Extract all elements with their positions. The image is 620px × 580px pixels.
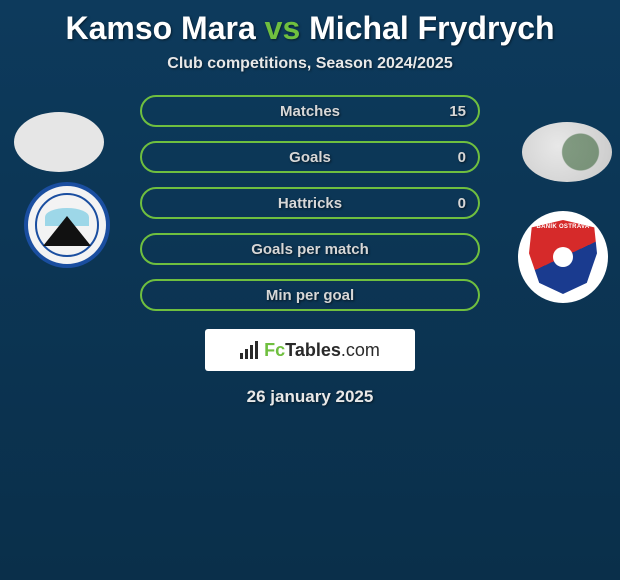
stat-row-hattricks: Hattricks 0 (140, 187, 480, 219)
stat-row-min-per-goal: Min per goal (140, 279, 480, 311)
stat-label: Goals per match (251, 241, 369, 258)
source-label: FcTables.com (264, 340, 380, 361)
page-title: Kamso Mara vs Michal Frydrych (65, 10, 554, 47)
subtitle: Club competitions, Season 2024/2025 (167, 55, 452, 73)
stat-right: 15 (446, 103, 466, 120)
player2-name: Michal Frydrych (309, 10, 554, 46)
player1-name: Kamso Mara (65, 10, 255, 46)
club-logo-right: BANÍK OSTRAVA (518, 212, 608, 302)
stat-label: Min per goal (266, 287, 354, 304)
player2-avatar (522, 122, 612, 182)
stat-row-matches: Matches 15 (140, 95, 480, 127)
stat-right: 0 (446, 195, 466, 212)
player1-avatar (14, 112, 104, 172)
chart-icon (240, 341, 258, 359)
stat-label: Hattricks (278, 195, 342, 212)
club-logo-left (22, 180, 112, 270)
stat-label: Matches (280, 103, 340, 120)
date-label: 26 january 2025 (247, 387, 374, 407)
stat-label: Goals (289, 149, 331, 166)
source-badge: FcTables.com (205, 329, 415, 371)
vs-label: vs (265, 10, 301, 46)
stat-row-goals-per-match: Goals per match (140, 233, 480, 265)
stat-right: 0 (446, 149, 466, 166)
stat-row-goals: Goals 0 (140, 141, 480, 173)
